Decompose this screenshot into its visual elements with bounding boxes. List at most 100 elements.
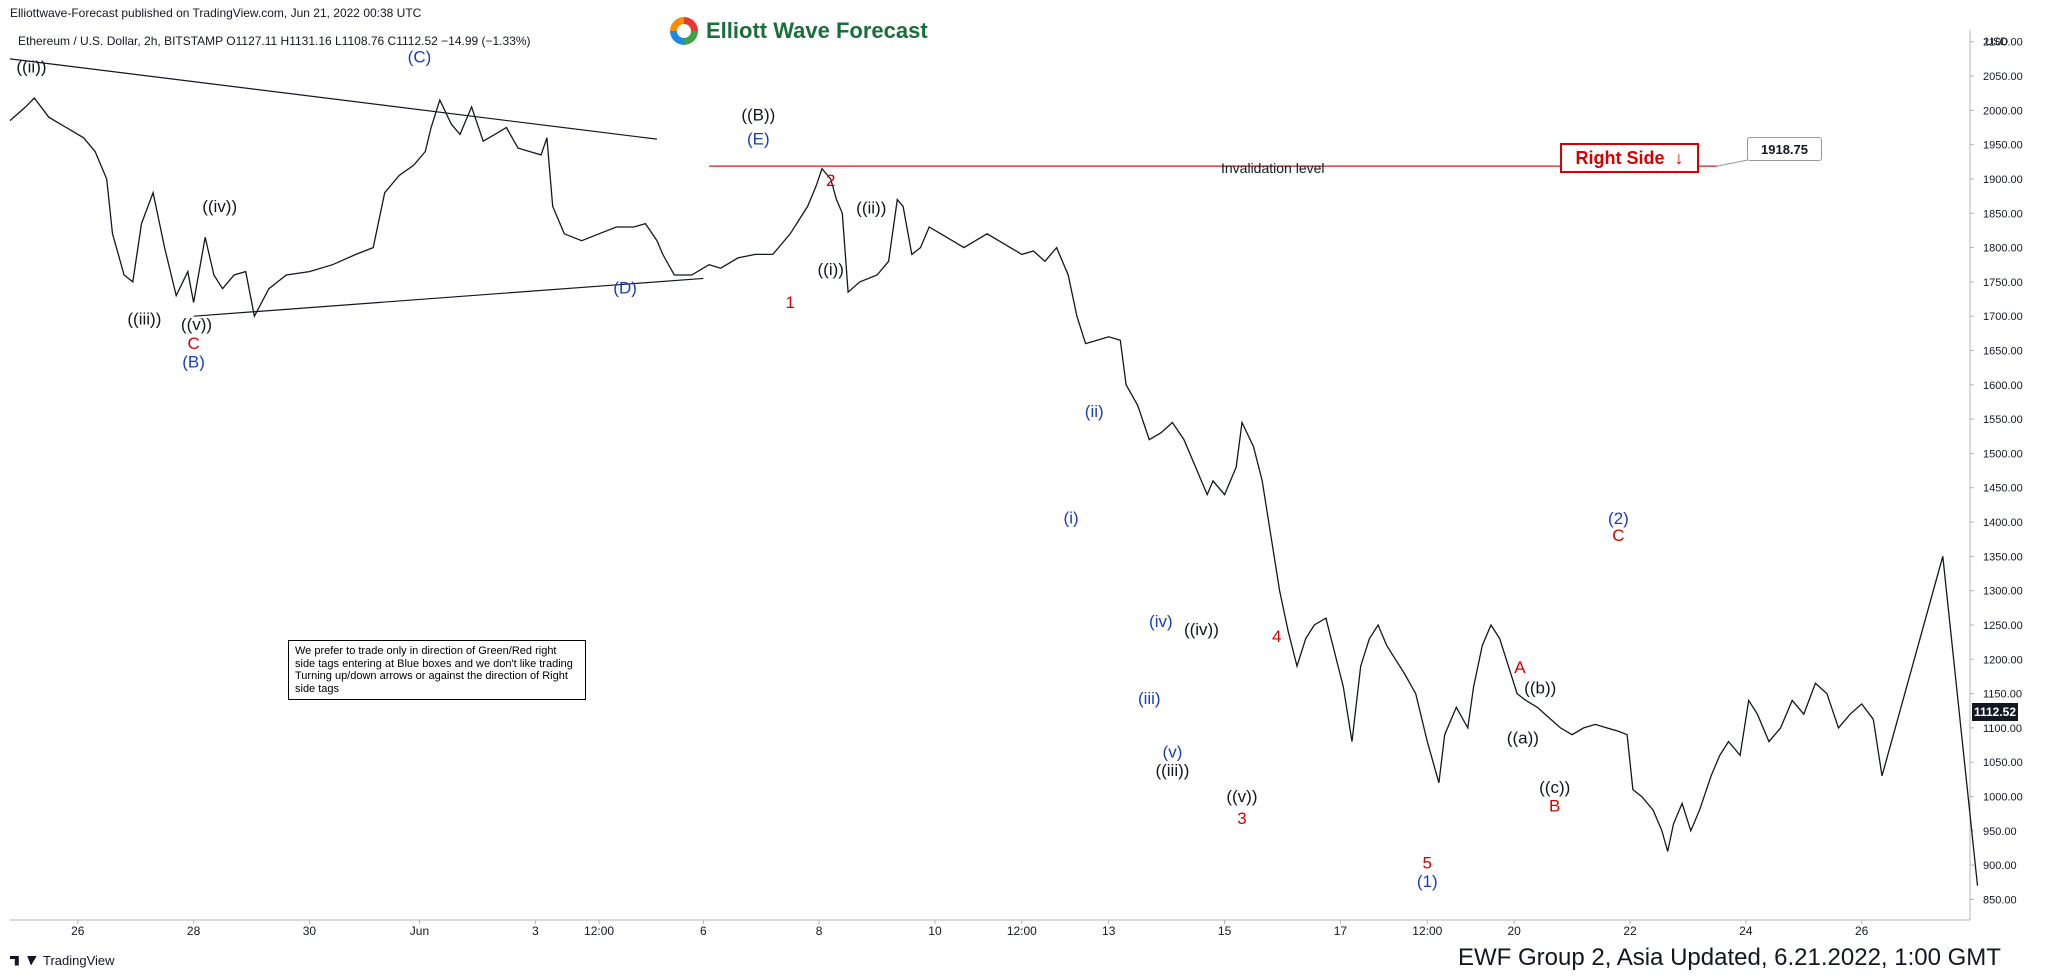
wave-label: ((a)) bbox=[1507, 729, 1539, 748]
wave-label: ((B)) bbox=[741, 106, 775, 125]
x-axis-ticks: 26 28 30 Jun 3 12:00 6 8 10 12:00 13 15 17 12:00 20 22 2… bbox=[71, 920, 1869, 938]
wave-label: (B) bbox=[182, 353, 205, 372]
y-tick-label: 1450.00 bbox=[1983, 483, 2023, 495]
right-side-label: Right Side bbox=[1575, 147, 1665, 168]
x-tick-label: 26 bbox=[71, 924, 85, 938]
wave-label: (1) bbox=[1417, 872, 1438, 891]
wave-label: ((iii)) bbox=[1155, 761, 1189, 780]
wave-label: (D) bbox=[613, 279, 637, 298]
wave-label: (C) bbox=[408, 47, 432, 66]
y-tick-label: 1950.00 bbox=[1983, 140, 2023, 152]
x-tick-label: 12:00 bbox=[584, 924, 614, 938]
trendline bbox=[193, 277, 704, 317]
price-series bbox=[9, 97, 1874, 852]
wave-label: C bbox=[187, 334, 199, 353]
wave-label: (i) bbox=[1064, 508, 1079, 527]
y-tick-label: 1600.00 bbox=[1983, 380, 2023, 392]
x-tick-label: 13 bbox=[1102, 924, 1116, 938]
y-tick-label: 1550.00 bbox=[1983, 414, 2023, 426]
y-tick-label: 1300.00 bbox=[1983, 586, 2023, 598]
y-tick-label: 1250.00 bbox=[1983, 620, 2023, 632]
wave-label: ((ii)) bbox=[16, 58, 46, 77]
y-tick-label: 2100.00 bbox=[1983, 37, 2023, 49]
down-arrow-icon: ↓ bbox=[1674, 147, 1684, 168]
x-tick-label: 30 bbox=[303, 924, 317, 938]
y-tick-label: 2050.00 bbox=[1983, 71, 2023, 83]
y-tick-label: 1400.00 bbox=[1983, 517, 2023, 529]
wave-label: (iii) bbox=[1138, 689, 1161, 708]
wave-label: (2) bbox=[1608, 509, 1629, 528]
wave-label: (E) bbox=[747, 130, 770, 149]
y-tick-label: 2000.00 bbox=[1983, 105, 2023, 117]
y-tick-label: 1200.00 bbox=[1983, 654, 2023, 666]
wave-label: 1 bbox=[785, 293, 794, 312]
y-tick-label: 1650.00 bbox=[1983, 345, 2023, 357]
logo-text: Elliott Wave Forecast bbox=[706, 18, 928, 43]
wave-projection bbox=[1872, 556, 1979, 886]
wave-label: ((c)) bbox=[1539, 778, 1570, 797]
tradingview-logo-icon bbox=[10, 955, 19, 966]
invalidation-label: Invalidation level bbox=[1221, 160, 1325, 176]
right-side-tag: Right Side ↓ bbox=[1560, 143, 1699, 173]
x-tick-label: 8 bbox=[816, 924, 823, 938]
x-tick-label: 26 bbox=[1855, 924, 1869, 938]
x-tick-label: 20 bbox=[1507, 924, 1521, 938]
trendline bbox=[9, 58, 658, 140]
ewf-logo: Elliott Wave Forecast bbox=[670, 15, 928, 47]
y-tick-label: 1100.00 bbox=[1983, 723, 2022, 735]
wave-label: 4 bbox=[1272, 627, 1281, 646]
y-tick-label: 1750.00 bbox=[1983, 277, 2023, 289]
wave-label: 3 bbox=[1237, 809, 1246, 828]
y-tick-label: 1800.00 bbox=[1983, 243, 2023, 255]
y-axis-unit: USD bbox=[1985, 36, 2008, 48]
wave-label: ((ii)) bbox=[856, 198, 886, 217]
y-tick-label: 950.00 bbox=[1983, 826, 2017, 838]
last-price-tag: 1112.52 bbox=[1972, 703, 2018, 721]
y-tick-label: 900.00 bbox=[1983, 860, 2017, 872]
x-tick-label: 12:00 bbox=[1007, 924, 1037, 938]
wave-label: ((iii)) bbox=[127, 309, 161, 328]
x-tick-label: 24 bbox=[1739, 924, 1753, 938]
x-tick-label: 3 bbox=[532, 924, 539, 938]
x-tick-label: 12:00 bbox=[1412, 924, 1442, 938]
wave-labels: ((ii))((iv))((iii)) ((v))C(B)(C)(D)((B))(… bbox=[16, 47, 1628, 891]
x-tick-label: 6 bbox=[700, 924, 707, 938]
wave-label: C bbox=[1612, 526, 1624, 545]
wave-label: (iv) bbox=[1149, 612, 1173, 631]
invalidation-leader-line bbox=[1716, 159, 1749, 167]
wave-label: (v) bbox=[1163, 742, 1183, 761]
y-axis-ticks: 850.00 900.00 950.00 1000.00 1050.00 1100.00 1… bbox=[1970, 37, 2023, 906]
symbol-legend[interactable]: Ethereum / U.S. Dollar, 2h, BITSTAMP O11… bbox=[18, 34, 531, 48]
y-tick-label: 1350.00 bbox=[1983, 551, 2023, 563]
invalidation-price-badge: 1918.75 bbox=[1747, 137, 1822, 161]
y-tick-label: 1850.00 bbox=[1983, 208, 2023, 220]
wave-label: (ii) bbox=[1085, 402, 1104, 421]
x-tick-label: 28 bbox=[187, 924, 201, 938]
publisher-line: Elliottwave-Forecast published on Tradin… bbox=[10, 6, 422, 20]
tradingview-logo-icon-part bbox=[27, 955, 37, 966]
trendlines bbox=[9, 58, 704, 317]
wave-label: 2 bbox=[826, 171, 835, 190]
y-tick-label: 850.00 bbox=[1983, 894, 2017, 906]
wave-label: ((v)) bbox=[181, 315, 212, 334]
wave-label: ((i)) bbox=[818, 260, 844, 279]
wave-label: ((iv)) bbox=[202, 197, 237, 216]
update-footer: EWF Group 2, Asia Updated, 6.21.2022, 1:… bbox=[1458, 944, 2001, 971]
x-tick-label: 15 bbox=[1218, 924, 1232, 938]
y-tick-label: 1050.00 bbox=[1983, 757, 2023, 769]
wave-label: ((iv)) bbox=[1184, 620, 1219, 639]
y-tick-label: 1700.00 bbox=[1983, 311, 2023, 323]
tradingview-label: TradingView bbox=[43, 953, 115, 968]
y-tick-label: 1500.00 bbox=[1983, 448, 2023, 460]
wave-label: B bbox=[1549, 797, 1560, 816]
x-tick-label: 10 bbox=[928, 924, 942, 938]
x-tick-label: 17 bbox=[1334, 924, 1348, 938]
wave-label: A bbox=[1514, 658, 1526, 677]
invalidation-line bbox=[709, 159, 1749, 167]
ewf-logo-icon bbox=[670, 17, 698, 45]
tradingview-watermark[interactable]: TradingView bbox=[10, 953, 115, 968]
wave-label: 5 bbox=[1423, 854, 1432, 873]
x-tick-label: Jun bbox=[410, 924, 429, 938]
